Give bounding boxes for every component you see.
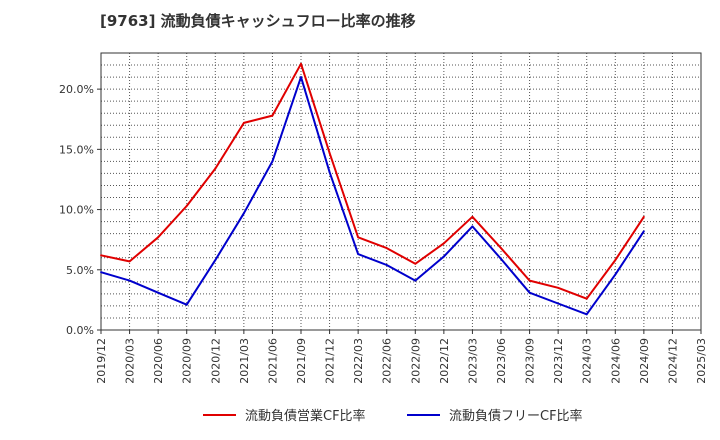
x-tick-label: 2023/12 bbox=[552, 338, 565, 384]
x-tick-label: 2024/09 bbox=[638, 338, 651, 384]
x-tick-label: 2023/06 bbox=[495, 338, 508, 384]
x-tick-label: 2024/03 bbox=[581, 338, 594, 384]
data-point bbox=[385, 264, 388, 266]
data-point bbox=[528, 291, 531, 294]
data-point bbox=[471, 215, 474, 218]
x-tick-label: 2022/03 bbox=[352, 338, 365, 384]
data-point bbox=[614, 273, 617, 276]
data-point bbox=[585, 297, 588, 300]
data-point bbox=[271, 114, 274, 117]
x-tick-label: 2024/12 bbox=[666, 338, 679, 384]
y-tick-label: 0.0% bbox=[66, 324, 94, 337]
plot-frame bbox=[100, 52, 702, 331]
data-point bbox=[442, 255, 445, 258]
data-point bbox=[642, 230, 645, 233]
data-point bbox=[214, 259, 217, 262]
data-point bbox=[500, 258, 502, 260]
data-point bbox=[642, 215, 645, 218]
data-point bbox=[242, 121, 245, 124]
data-point bbox=[157, 236, 160, 239]
x-tick-label: 2020/06 bbox=[152, 338, 165, 384]
data-point bbox=[471, 225, 474, 228]
data-point bbox=[271, 160, 274, 163]
data-point bbox=[128, 279, 131, 282]
x-tick-label: 2020/09 bbox=[181, 338, 194, 384]
data-point bbox=[442, 242, 445, 245]
data-point bbox=[385, 247, 388, 250]
data-point bbox=[214, 167, 217, 170]
legend-label: 流動負債営業CF比率 bbox=[245, 408, 366, 424]
data-point bbox=[328, 171, 331, 174]
chart-title: [9763] 流動負債キャッシュフロー比率の推移 bbox=[100, 12, 416, 30]
y-tick-label: 10.0% bbox=[59, 204, 94, 217]
data-point bbox=[557, 286, 560, 289]
data-point bbox=[414, 262, 417, 265]
data-point bbox=[300, 62, 302, 65]
data-point bbox=[100, 271, 102, 274]
x-tick-label: 2024/06 bbox=[609, 338, 622, 384]
data-point bbox=[357, 236, 360, 239]
x-tick-label: 2022/12 bbox=[438, 338, 451, 384]
legend-label: 流動負債フリーCF比率 bbox=[449, 408, 583, 424]
y-tick-label: 15.0% bbox=[59, 143, 94, 156]
x-tick-label: 2021/06 bbox=[266, 338, 279, 384]
data-point bbox=[557, 302, 560, 305]
x-tick-label: 2023/09 bbox=[524, 338, 537, 384]
data-point bbox=[414, 279, 417, 282]
data-point bbox=[100, 254, 102, 257]
data-point bbox=[585, 313, 588, 316]
x-tick-label: 2020/03 bbox=[124, 338, 137, 384]
data-point bbox=[185, 303, 188, 306]
data-point bbox=[242, 212, 245, 215]
x-tick-label: 2021/12 bbox=[324, 338, 337, 384]
x-tick-label: 2021/09 bbox=[295, 338, 308, 384]
series-line-2 bbox=[100, 76, 645, 316]
x-tick-label: 2020/12 bbox=[209, 338, 222, 384]
data-point bbox=[300, 76, 302, 78]
data-point bbox=[157, 291, 160, 294]
data-point bbox=[614, 259, 617, 262]
data-point bbox=[328, 152, 331, 154]
series-line-1 bbox=[100, 62, 645, 300]
data-point bbox=[185, 205, 188, 207]
data-point bbox=[357, 253, 360, 256]
x-tick-label: 2019/12 bbox=[95, 338, 108, 384]
y-tick-label: 20.0% bbox=[59, 83, 94, 96]
x-tick-label: 2022/06 bbox=[381, 338, 394, 384]
data-point bbox=[500, 247, 502, 250]
data-point bbox=[528, 279, 531, 282]
plot-area bbox=[101, 53, 701, 330]
y-tick-label: 5.0% bbox=[66, 264, 94, 277]
x-tick-label: 2023/03 bbox=[466, 338, 479, 384]
x-tick-label: 2022/09 bbox=[409, 338, 422, 384]
x-tick-label: 2025/03 bbox=[695, 338, 708, 384]
data-point bbox=[128, 260, 131, 263]
x-tick-label: 2021/03 bbox=[238, 338, 251, 384]
